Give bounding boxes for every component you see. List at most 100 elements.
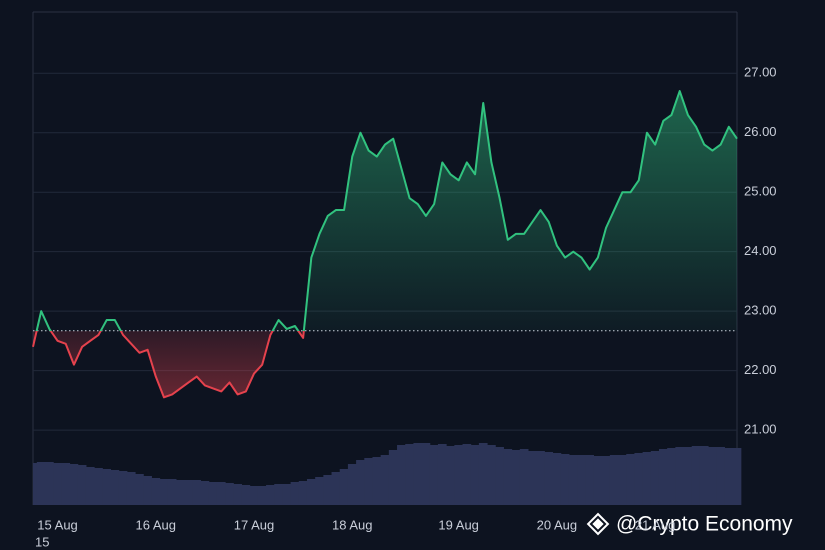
volume-bar xyxy=(208,482,218,505)
volume-bar xyxy=(503,449,513,505)
volume-bar xyxy=(528,451,537,505)
volume-bar xyxy=(675,447,685,505)
price-line xyxy=(32,90,738,399)
y-tick-label: 27.00 xyxy=(744,65,777,80)
volume-bar xyxy=(380,455,390,505)
volume-bar xyxy=(331,472,341,505)
x-tick-label: 15 Aug xyxy=(37,517,78,532)
volume-bar xyxy=(45,462,54,505)
volume-bar xyxy=(69,464,79,505)
volume-bar xyxy=(470,445,480,505)
volume-bar xyxy=(732,448,742,505)
watermark: @Crypto Economy xyxy=(616,513,793,536)
volume-bar xyxy=(519,449,529,505)
x-tick-label: 18 Aug xyxy=(332,517,373,532)
volume-bar xyxy=(429,445,439,505)
volume-bar xyxy=(364,458,373,505)
volume-bar xyxy=(421,443,431,505)
volume-bar xyxy=(298,481,308,505)
y-tick-label: 22.00 xyxy=(744,362,777,377)
volume-bar xyxy=(495,447,504,505)
volume-bar xyxy=(192,480,202,505)
volume-bar xyxy=(454,445,464,505)
volume-bar xyxy=(233,484,242,505)
volume-bar xyxy=(347,464,357,505)
volume-bar xyxy=(609,455,619,505)
volume-bar xyxy=(585,455,594,505)
volume-bar xyxy=(257,486,267,505)
volume-bar xyxy=(618,455,627,505)
volume-bar xyxy=(282,484,292,505)
volume-bar xyxy=(511,450,521,505)
volume-bar xyxy=(110,470,120,505)
volume-bar xyxy=(151,478,161,505)
volume-bar xyxy=(274,484,283,505)
volume-bar xyxy=(143,476,152,505)
volume-bar xyxy=(446,446,455,505)
y-tick-label: 25.00 xyxy=(744,184,777,199)
volume-bar xyxy=(225,483,234,505)
x-tick-label: 17 Aug xyxy=(234,517,275,532)
volume-bar xyxy=(339,469,349,505)
volume-bar xyxy=(53,463,62,505)
volume-bar xyxy=(102,469,112,505)
volume-bar xyxy=(290,482,300,505)
volume-bar xyxy=(634,453,644,505)
volume-bar xyxy=(200,481,210,505)
y-tick-label: 21.00 xyxy=(744,422,777,437)
volume-bar xyxy=(184,480,193,505)
volume-bar xyxy=(560,454,570,505)
volume-bar xyxy=(405,444,414,505)
volume-bar xyxy=(691,446,701,505)
volume-bar xyxy=(397,445,406,505)
volume-bar xyxy=(601,456,611,505)
volume-bar xyxy=(61,463,71,505)
volume-bar xyxy=(94,468,103,505)
volume-bar xyxy=(413,443,423,505)
volume-bar xyxy=(388,450,398,505)
volume-bar xyxy=(487,445,496,505)
volume-bar xyxy=(437,444,447,505)
volume-bar xyxy=(708,447,717,505)
volume-bar xyxy=(667,448,676,505)
volume-bar xyxy=(126,472,136,505)
y-tick-label: 26.00 xyxy=(744,124,777,139)
x-tick-label: 16 Aug xyxy=(136,517,177,532)
x-tick-label: 20 Aug xyxy=(537,517,578,532)
x-tick-label: 21 Aug xyxy=(635,517,676,532)
volume-bar xyxy=(85,467,95,505)
volume-bar xyxy=(159,479,169,505)
volume-bar xyxy=(716,447,725,505)
x-tick-label: 19 Aug xyxy=(438,517,479,532)
volume-bar xyxy=(577,455,586,505)
volume-bar xyxy=(372,457,382,505)
volume-bar xyxy=(650,451,660,505)
volume-bar xyxy=(552,453,562,505)
volume-bar xyxy=(176,480,185,505)
volume-bar xyxy=(568,455,578,505)
volume-bar xyxy=(658,449,668,505)
volume-bar xyxy=(36,462,46,505)
volume-bar xyxy=(266,485,275,505)
volume-bar xyxy=(216,482,226,505)
y-tick-label: 24.00 xyxy=(744,243,777,258)
volume-bar xyxy=(699,446,709,505)
volume-bar xyxy=(593,456,603,505)
volume-bar xyxy=(241,485,251,505)
volume-bar xyxy=(167,479,177,505)
volume-bar xyxy=(77,465,87,505)
volume-bar xyxy=(626,454,635,505)
volume-bar xyxy=(544,452,554,505)
volume-bar xyxy=(724,448,734,505)
watermark-logo xyxy=(586,512,610,536)
volume-bar xyxy=(478,443,488,505)
volume-bar xyxy=(323,475,333,505)
cropped-label: 15 xyxy=(35,534,49,549)
volume-bar xyxy=(642,452,652,505)
volume-bar xyxy=(462,444,472,505)
volume-bar xyxy=(356,460,365,505)
volume-bar xyxy=(683,447,693,505)
volume-bar xyxy=(249,486,259,505)
